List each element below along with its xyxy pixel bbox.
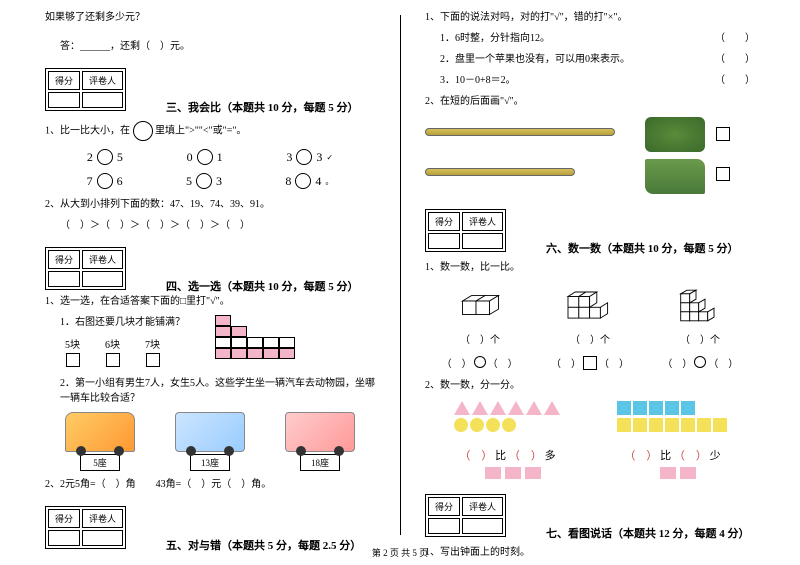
choice-boxes: 5块 6块 7块 (65, 336, 185, 370)
section-7-title: 七、看图说话（本题共 12 分，每题 4 分） (546, 513, 750, 541)
question-remain: 如果够了还剩多少元？ (45, 10, 375, 25)
answer-blank: 答：______，还剩（ ）元。 (45, 39, 375, 54)
croc-icon (645, 159, 705, 194)
q5-1-2: 2．盘里一个苹果也没有，可以用0来表示。（ ） (425, 52, 755, 67)
vehicles: 5座 13座 18座 (45, 412, 375, 471)
shapes-row (425, 401, 755, 435)
score-box: 得分评卷人 (45, 247, 126, 290)
count-compare: （ ）（ ） （ ）（ ） （ ）（ ） (425, 354, 755, 370)
q4-1: 1、选一选，在合适答案下面的□里打"√"。 (45, 294, 375, 309)
score-box: 得分评卷人 (425, 209, 506, 252)
q5-1-3: 3．10－0+8＝2。（ ） (425, 73, 755, 88)
stair-diagram (215, 315, 295, 359)
q4-3: 2、2元5角=（ ）角 43角=（ ）元（ ）角。 (45, 477, 375, 492)
score-box: 得分评卷人 (45, 506, 126, 549)
page-footer: 第 2 页 共 5 页 (0, 546, 800, 559)
q3-2-blanks: （ ）＞（ ）＞（ ）＞（ ）＞（ ） (45, 218, 375, 233)
q3-2: 2、从大到小排列下面的数：47、19、74、39、91。 (45, 197, 375, 212)
score-box: 得分评卷人 (45, 68, 126, 111)
compare-row-1: 25 01 33✓ (45, 149, 375, 165)
section-6-title: 六、数一数（本题共 10 分，每题 5 分） (546, 228, 739, 256)
q5-2: 2、在短的后面画"√"。 (425, 94, 755, 109)
q4-2: 2．第一小组有男生7人，女生5人。这些学生坐一辆汽车去动物园，坐哪一辆车比较合适… (45, 376, 375, 406)
cubes-row: （ ）个 （ ）个 （ ）个 (425, 283, 755, 346)
q4-1-sub: 1．右图还要几块才能铺满？ (45, 315, 185, 330)
section-4-title: 四、选一选（本题共 10 分，每题 5 分） (166, 266, 359, 294)
compare-row-2: 76 53 84。 (45, 173, 375, 189)
q3-1: 1、比一比大小，在 里填上">""<"或"="。 (45, 121, 375, 141)
q5-1-1: 1．6时整，分针指向12。（ ） (425, 31, 755, 46)
q6-2: 2、数一数，分一分。 (425, 378, 755, 393)
score-box: 得分评卷人 (425, 494, 506, 537)
pink-squares (425, 467, 755, 482)
q5-1: 1、下面的说法对吗，对的打"√"，错的打"×"。 (425, 10, 755, 25)
compare-text-row: （ ） 比 （ ） 多 （ ） 比 （ ） 少 (425, 443, 755, 463)
ruler-compare (425, 117, 755, 197)
snake-icon (645, 117, 705, 152)
section-3-title: 三、我会比（本题共 10 分，每题 5 分） (166, 87, 359, 115)
q6-1: 1、数一数，比一比。 (425, 260, 755, 275)
